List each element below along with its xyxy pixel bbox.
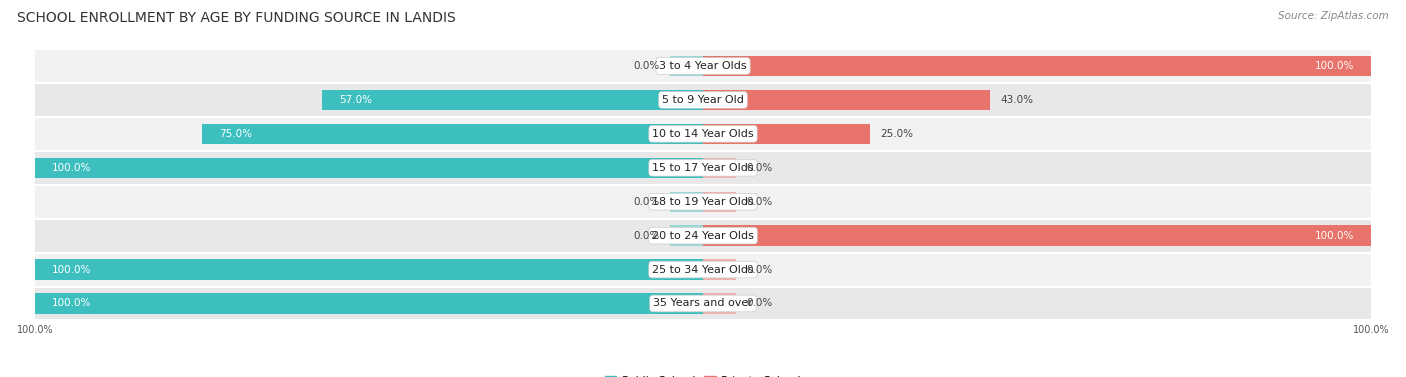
Text: 3 to 4 Year Olds: 3 to 4 Year Olds (659, 61, 747, 71)
Text: 0.0%: 0.0% (747, 265, 773, 274)
Text: 10 to 14 Year Olds: 10 to 14 Year Olds (652, 129, 754, 139)
Bar (703, 90, 990, 110)
Text: 0.0%: 0.0% (747, 299, 773, 308)
Bar (35, 49, 1371, 83)
Legend: Public School, Private School: Public School, Private School (600, 372, 806, 377)
Bar (35, 293, 703, 314)
Bar (35, 117, 1371, 151)
Text: 100.0%: 100.0% (52, 163, 91, 173)
Bar (703, 192, 737, 212)
Text: 15 to 17 Year Olds: 15 to 17 Year Olds (652, 163, 754, 173)
Bar (703, 56, 1371, 76)
Text: 100.0%: 100.0% (52, 265, 91, 274)
Text: 0.0%: 0.0% (633, 197, 659, 207)
Bar (703, 293, 737, 314)
Bar (35, 253, 1371, 287)
Bar (322, 90, 703, 110)
Bar (35, 158, 703, 178)
Text: 75.0%: 75.0% (219, 129, 252, 139)
Text: 100.0%: 100.0% (1315, 61, 1354, 71)
Bar (35, 185, 1371, 219)
Bar (35, 219, 1371, 253)
Text: 0.0%: 0.0% (633, 61, 659, 71)
Bar (202, 124, 703, 144)
Text: 18 to 19 Year Olds: 18 to 19 Year Olds (652, 197, 754, 207)
Text: 100.0%: 100.0% (1315, 231, 1354, 241)
Text: 0.0%: 0.0% (747, 163, 773, 173)
Text: 0.0%: 0.0% (633, 231, 659, 241)
Bar (703, 225, 1371, 246)
Bar (703, 259, 737, 280)
Bar (703, 124, 870, 144)
Bar (35, 259, 703, 280)
Bar (35, 83, 1371, 117)
Text: 57.0%: 57.0% (339, 95, 373, 105)
Bar (669, 192, 703, 212)
Text: 35 Years and over: 35 Years and over (652, 299, 754, 308)
Bar (703, 158, 737, 178)
Bar (35, 151, 1371, 185)
Text: 100.0%: 100.0% (52, 299, 91, 308)
Text: SCHOOL ENROLLMENT BY AGE BY FUNDING SOURCE IN LANDIS: SCHOOL ENROLLMENT BY AGE BY FUNDING SOUR… (17, 11, 456, 25)
Bar (669, 56, 703, 76)
Text: 25.0%: 25.0% (880, 129, 912, 139)
Bar (35, 287, 1371, 320)
Text: 25 to 34 Year Olds: 25 to 34 Year Olds (652, 265, 754, 274)
Text: 5 to 9 Year Old: 5 to 9 Year Old (662, 95, 744, 105)
Text: 0.0%: 0.0% (747, 197, 773, 207)
Bar (669, 225, 703, 246)
Text: 43.0%: 43.0% (1000, 95, 1033, 105)
Text: Source: ZipAtlas.com: Source: ZipAtlas.com (1278, 11, 1389, 21)
Text: 20 to 24 Year Olds: 20 to 24 Year Olds (652, 231, 754, 241)
